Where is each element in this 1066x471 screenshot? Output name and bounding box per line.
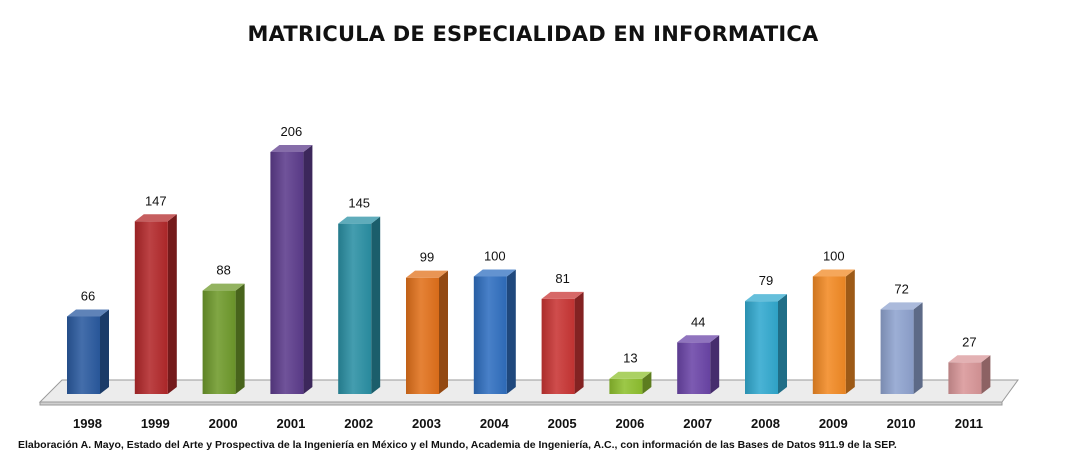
bar-front-2002 (338, 223, 372, 394)
bar-top-2001 (270, 144, 313, 152)
data-label-2008: 79 (759, 273, 773, 288)
category-label-2003: 2003 (412, 416, 441, 431)
category-label-2004: 2004 (480, 416, 510, 431)
bar-front-2003 (406, 277, 439, 394)
bar-2003 (406, 270, 448, 394)
bar-front-2006 (609, 378, 643, 394)
chart-floor (38, 379, 1019, 403)
bar-front-1999 (134, 221, 168, 394)
bar-side-2005 (574, 291, 584, 394)
bar-top-2006 (609, 371, 652, 379)
bar-side-2000 (235, 283, 245, 394)
bar-2007 (677, 335, 720, 394)
bar-top-2011 (948, 355, 991, 363)
bar-front-1998 (67, 316, 100, 394)
category-label-2009: 2009 (819, 416, 848, 431)
bar-side-2010 (913, 302, 923, 394)
bar-front-2007 (677, 342, 711, 394)
bar-2005 (541, 291, 584, 394)
bar-2010 (880, 302, 923, 394)
data-label-1998: 66 (81, 288, 95, 303)
category-label-2010: 2010 (887, 416, 916, 431)
data-label-2011: 27 (962, 334, 976, 349)
bar-side-2003 (439, 270, 448, 394)
bar-side-1998 (100, 309, 109, 394)
bar-front-2008 (745, 301, 778, 394)
data-label-2001: 206 (281, 124, 303, 139)
bar-2002 (338, 216, 381, 394)
data-label-2004: 100 (484, 249, 506, 264)
bar-2004 (473, 269, 516, 394)
data-label-2002: 145 (348, 196, 370, 211)
bar-front-2011 (948, 362, 982, 394)
bar-side-2007 (710, 335, 720, 394)
bar-top-1999 (134, 214, 177, 222)
bar-side-1999 (167, 214, 177, 394)
chart-title: MATRICULA DE ESPECIALIDAD EN INFORMATICA (247, 22, 819, 46)
bar-side-2011 (981, 355, 991, 394)
category-label-2000: 2000 (209, 416, 238, 431)
category-label-2007: 2007 (683, 416, 712, 431)
bar-side-2001 (303, 144, 313, 394)
bar-1999 (134, 214, 177, 394)
bar-front-2004 (473, 276, 507, 394)
category-label-1998: 1998 (73, 416, 102, 431)
category-label-2008: 2008 (751, 416, 780, 431)
data-label-1999: 147 (145, 193, 167, 208)
bar-top-2008 (745, 294, 787, 302)
data-label-2007: 44 (691, 314, 705, 329)
category-label-2006: 2006 (615, 416, 644, 431)
bar-top-2004 (473, 269, 516, 277)
category-label-2005: 2005 (548, 416, 577, 431)
bar-side-2002 (371, 216, 381, 394)
bar-2000 (202, 283, 245, 394)
bar-top-2003 (406, 270, 448, 278)
bar-top-2000 (202, 283, 245, 291)
data-label-2010: 72 (894, 281, 908, 296)
bar-front-2010 (880, 309, 914, 394)
bar-top-2005 (541, 291, 584, 299)
source-note: Elaboración A. Mayo, Estado del Arte y P… (18, 439, 897, 451)
category-label-1999: 1999 (141, 416, 170, 431)
bar-top-2010 (880, 302, 923, 310)
category-label-2001: 2001 (276, 416, 305, 431)
bar-side-2008 (778, 294, 787, 394)
bar-2009 (812, 269, 855, 394)
bar-2011 (948, 355, 991, 394)
bar-top-2007 (677, 335, 720, 343)
bar-2006 (609, 371, 652, 394)
bar-front-2001 (270, 151, 304, 394)
bar-1998 (67, 309, 109, 394)
bar-front-2000 (202, 290, 236, 394)
bar-side-2004 (506, 269, 516, 394)
bar-2008 (745, 294, 787, 394)
bar-side-2009 (845, 269, 855, 394)
data-label-2006: 13 (623, 351, 637, 366)
data-label-2000: 88 (216, 263, 230, 278)
bar-top-2002 (338, 216, 381, 224)
bar-side-2006 (642, 371, 652, 394)
data-label-2003: 99 (420, 250, 434, 265)
bar-front-2005 (541, 298, 575, 394)
bar-top-1998 (67, 309, 109, 317)
data-label-2005: 81 (555, 271, 569, 286)
chart-floor-edge (39, 401, 1003, 406)
data-label-2009: 100 (823, 249, 845, 264)
category-label-2011: 2011 (955, 416, 983, 431)
bar-top-2009 (812, 269, 855, 277)
bar-front-2009 (812, 276, 846, 394)
category-label-2002: 2002 (344, 416, 373, 431)
bar-2001 (270, 144, 313, 394)
